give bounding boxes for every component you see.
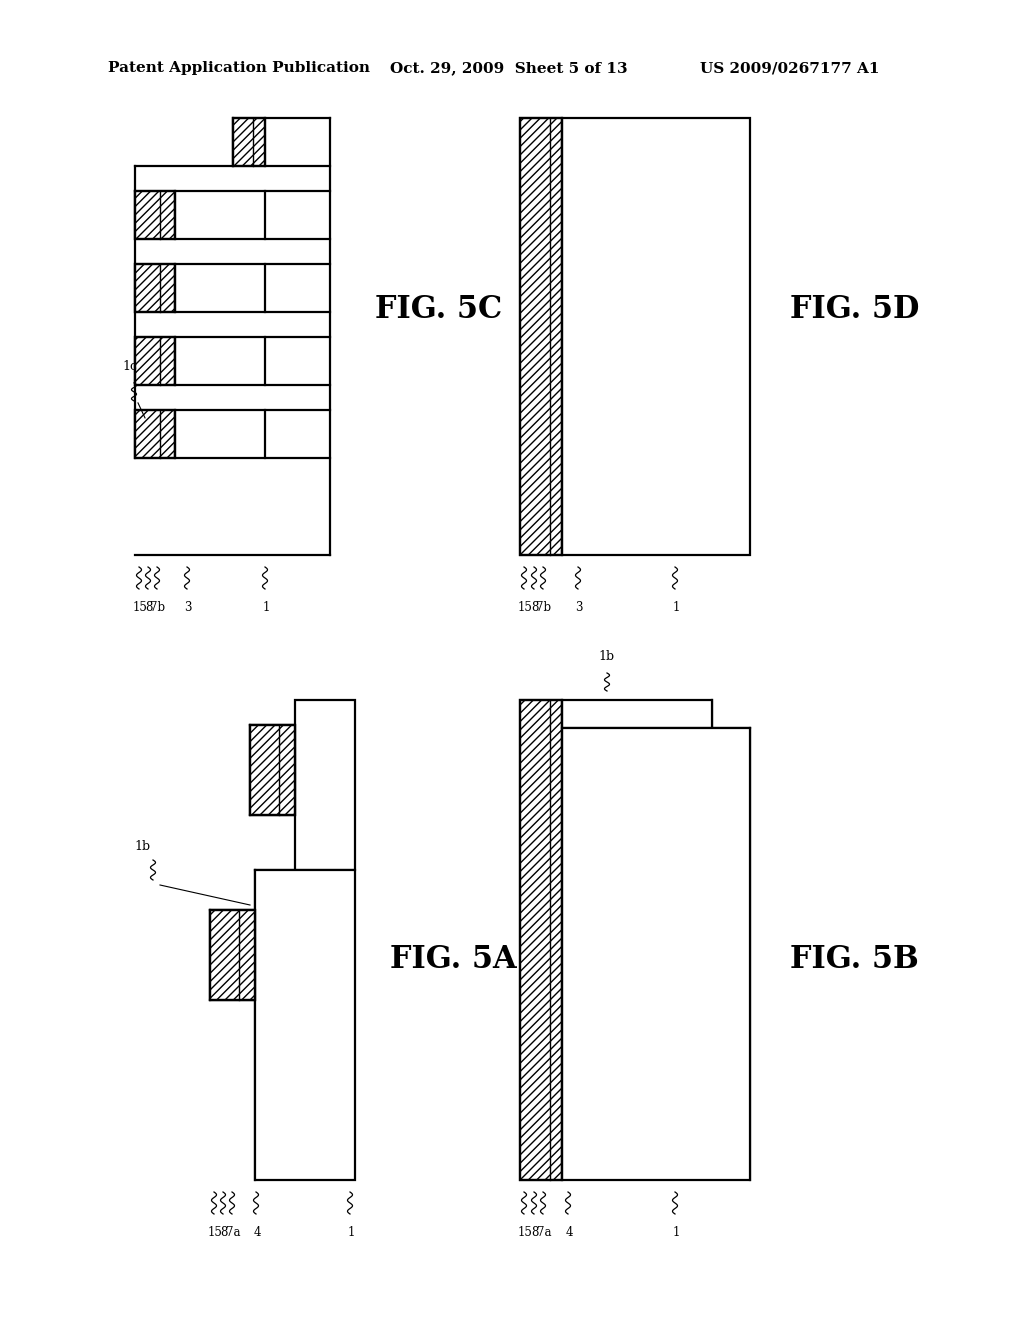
Bar [135,264,175,312]
Bar [210,909,255,1001]
Text: 3: 3 [575,601,583,614]
Bar [250,725,295,814]
Text: 15: 15 [132,601,147,614]
Bar [135,411,175,458]
Text: 1: 1 [262,601,269,614]
Bar [175,411,265,458]
Bar [295,700,355,870]
Text: 4: 4 [253,1226,261,1239]
Text: US 2009/0267177 A1: US 2009/0267177 A1 [700,61,880,75]
Bar [175,264,265,312]
Text: 15: 15 [517,1226,532,1239]
Text: 1b: 1b [599,649,615,663]
Text: FIG. 5A: FIG. 5A [390,945,517,975]
Bar [233,117,265,166]
Bar [250,725,295,814]
Text: Patent Application Publication: Patent Application Publication [108,61,370,75]
Bar [520,700,562,1180]
Bar [210,909,255,1001]
Bar [210,909,255,1001]
Text: 8: 8 [145,601,153,614]
Bar [520,117,562,554]
Text: Oct. 29, 2009  Sheet 5 of 13: Oct. 29, 2009 Sheet 5 of 13 [390,61,628,75]
Bar [255,870,355,1180]
Text: 8: 8 [531,1226,539,1239]
Text: 1b: 1b [135,840,152,853]
Text: 7a: 7a [225,1226,241,1239]
Text: 15: 15 [517,601,532,614]
Bar [135,191,175,239]
Bar [233,117,265,166]
Bar [175,337,265,385]
Bar [135,264,175,312]
Bar [562,117,750,554]
Text: 7a: 7a [537,1226,551,1239]
Bar [135,337,175,385]
Bar [520,117,562,554]
Text: FIG. 5C: FIG. 5C [375,294,502,326]
Text: 1: 1 [673,601,680,614]
Text: 4: 4 [565,1226,572,1239]
Text: FIG. 5D: FIG. 5D [790,294,920,326]
Bar [520,117,562,554]
Bar [520,700,562,1180]
Bar [520,700,562,1180]
Text: 1c: 1c [123,360,137,372]
Bar [135,337,175,385]
Text: 7b: 7b [537,601,552,614]
Bar [562,729,750,1180]
Bar [135,337,175,385]
Text: 7b: 7b [151,601,166,614]
Bar [233,117,265,166]
Bar [175,191,265,239]
Bar [250,725,295,814]
Bar [135,191,175,239]
Bar [135,264,175,312]
Text: 1: 1 [347,1226,354,1239]
Text: 3: 3 [184,601,191,614]
Bar [135,411,175,458]
Text: 1: 1 [673,1226,680,1239]
Text: 15: 15 [208,1226,222,1239]
Bar [135,191,175,239]
Text: FIG. 5B: FIG. 5B [790,945,919,975]
Bar [562,700,712,729]
Bar [135,411,175,458]
Text: 8: 8 [220,1226,227,1239]
Text: 8: 8 [531,601,539,614]
